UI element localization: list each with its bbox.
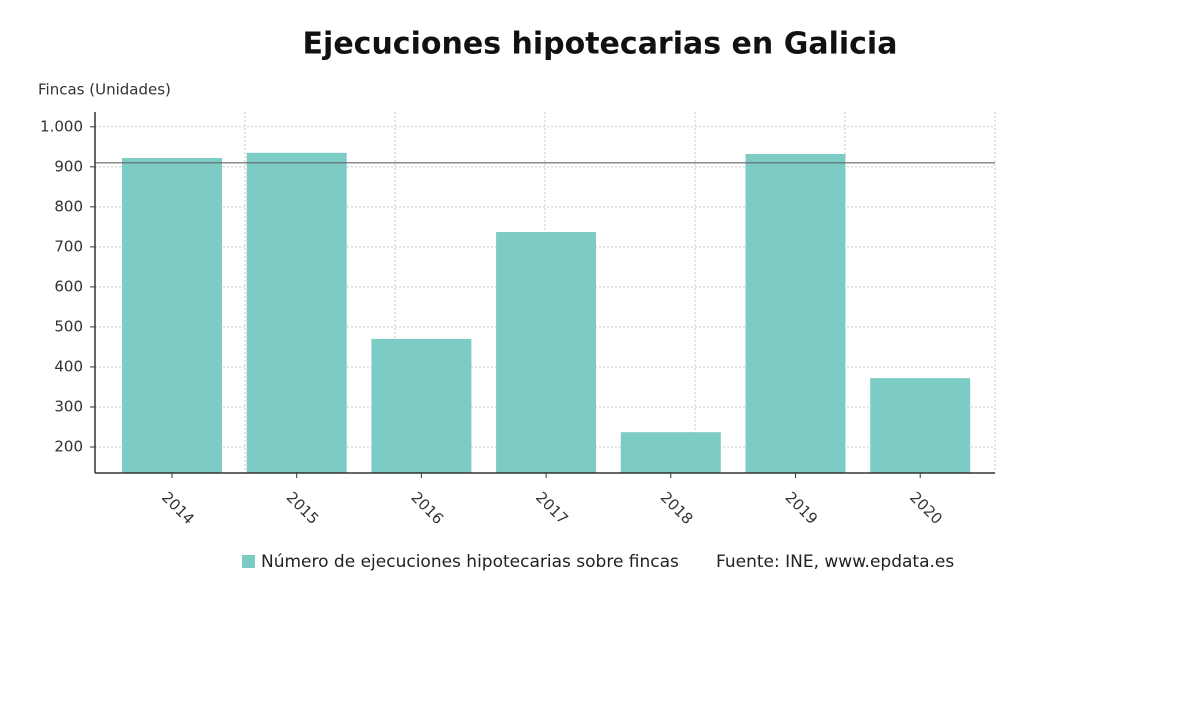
x-tick-label: 2016 [407, 488, 447, 528]
y-tick-label: 900 [54, 157, 83, 175]
y-tick-label: 200 [54, 437, 83, 455]
bar [371, 338, 472, 473]
x-tick-label: 2020 [906, 488, 946, 528]
x-tick-label: 2017 [532, 488, 572, 528]
bar [620, 432, 721, 473]
y-tick-label: 300 [54, 397, 83, 415]
x-tick-label: 2019 [781, 488, 821, 528]
source: Fuente: INE, www.epdata.es [716, 552, 954, 572]
bar [496, 232, 597, 473]
chart-title: Ejecuciones hipotecarias en Galicia [303, 27, 898, 62]
bar [745, 154, 846, 473]
y-tick-label: 800 [54, 197, 83, 215]
y-tick-label: 1.000 [40, 117, 83, 135]
y-tick-label: 600 [54, 277, 83, 295]
legend-swatch [242, 555, 255, 568]
y-tick-label: 400 [54, 357, 83, 375]
bar [122, 158, 222, 473]
x-tick-label: 2014 [158, 488, 198, 528]
y-tick-label: 500 [54, 317, 83, 335]
bar [246, 152, 347, 473]
y-axis-label: Fincas (Unidades) [38, 81, 171, 99]
x-tick-label: 2018 [657, 488, 697, 528]
bar [870, 378, 971, 473]
y-tick-label: 700 [54, 237, 83, 255]
legend-label: Número de ejecuciones hipotecarias sobre… [261, 552, 679, 572]
x-tick-label: 2015 [283, 488, 323, 528]
